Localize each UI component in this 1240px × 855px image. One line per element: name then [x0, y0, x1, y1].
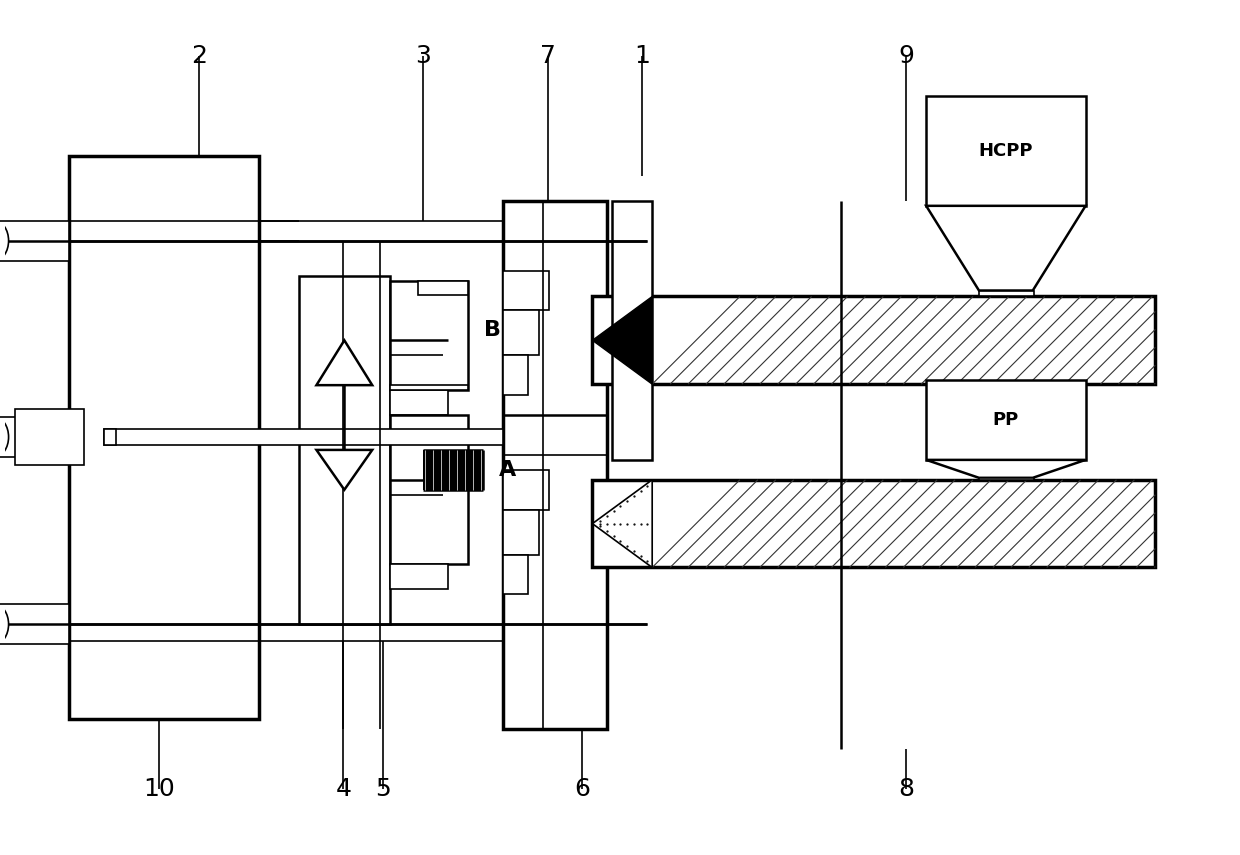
Text: 2: 2: [191, 44, 207, 68]
Bar: [418, 280, 467, 296]
Bar: [502, 510, 538, 555]
Text: 7: 7: [539, 44, 556, 68]
Bar: [502, 470, 548, 510]
Bar: [391, 390, 448, 415]
Bar: [926, 97, 1085, 206]
Bar: [0, 604, 69, 644]
Bar: [0, 417, 69, 457]
Bar: [104, 429, 117, 445]
Bar: [613, 201, 652, 460]
Bar: [391, 280, 467, 390]
Bar: [926, 380, 1085, 460]
Polygon shape: [316, 450, 372, 490]
Polygon shape: [926, 460, 1085, 478]
Bar: [502, 270, 548, 310]
Ellipse shape: [0, 229, 1, 252]
Bar: [978, 291, 1034, 297]
Polygon shape: [593, 480, 652, 568]
Text: PP: PP: [993, 411, 1019, 429]
Bar: [391, 564, 448, 589]
Bar: [502, 201, 608, 728]
Bar: [593, 297, 1156, 384]
Bar: [391, 415, 467, 564]
Text: 8: 8: [898, 776, 914, 800]
Bar: [502, 310, 538, 356]
Text: 1: 1: [635, 44, 650, 68]
Text: 6: 6: [574, 776, 590, 800]
Text: B: B: [485, 321, 501, 340]
Ellipse shape: [0, 612, 1, 636]
Text: 9: 9: [898, 44, 914, 68]
Bar: [69, 156, 259, 719]
Text: 3: 3: [415, 44, 432, 68]
Text: 5: 5: [376, 776, 391, 800]
Ellipse shape: [0, 425, 1, 449]
Bar: [978, 478, 1034, 480]
Polygon shape: [926, 206, 1085, 291]
Ellipse shape: [0, 417, 9, 457]
Bar: [0, 221, 69, 261]
Text: HCPP: HCPP: [978, 142, 1033, 160]
Text: A: A: [500, 460, 516, 480]
Bar: [391, 385, 467, 390]
Polygon shape: [316, 340, 372, 385]
Bar: [299, 275, 391, 624]
Bar: [502, 555, 528, 594]
Polygon shape: [593, 297, 652, 384]
Bar: [593, 480, 1156, 568]
Text: 10: 10: [143, 776, 175, 800]
Text: 4: 4: [335, 776, 351, 800]
Ellipse shape: [0, 221, 9, 261]
Bar: [423, 450, 482, 490]
Bar: [15, 409, 84, 465]
Bar: [502, 356, 528, 395]
Bar: [104, 429, 502, 445]
Ellipse shape: [0, 604, 9, 644]
